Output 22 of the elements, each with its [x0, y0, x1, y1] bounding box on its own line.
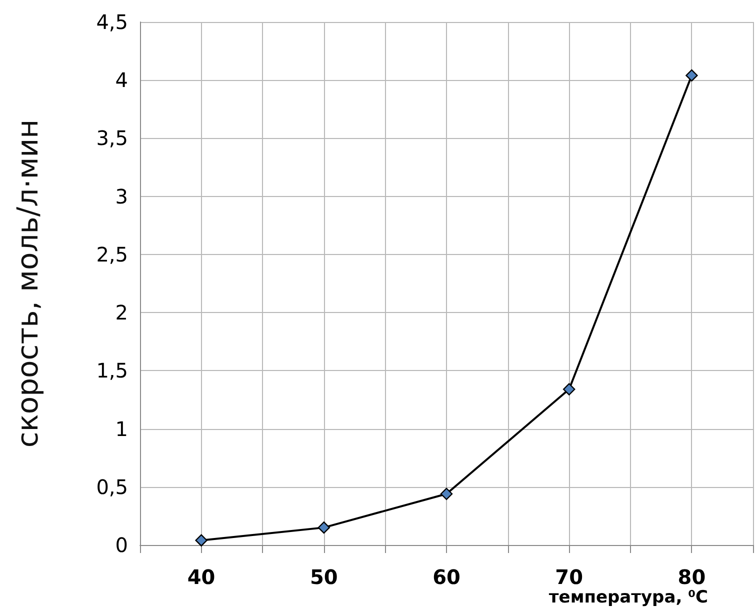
y-tick-label: 2: [115, 300, 128, 325]
y-tick-label: 3,5: [96, 126, 128, 150]
point: [563, 383, 576, 396]
y-tick-label: 1,5: [96, 358, 128, 383]
x-tick-label: 40: [187, 565, 216, 589]
y-axis-title: скорость, моль/л·мин: [10, 119, 44, 448]
y-tick-label: 4,5: [96, 10, 128, 34]
x-axis-title: температура, ⁰C: [548, 588, 708, 608]
y-tick-label: 2,5: [96, 242, 128, 266]
x-tick-label: 50: [310, 565, 338, 589]
x-tick-label: 80: [678, 565, 706, 589]
y-tick-label: 1: [115, 416, 128, 441]
x-tick-label: 70: [555, 565, 584, 589]
point: [318, 521, 330, 534]
point: [686, 69, 698, 82]
x-tick-label: 60: [432, 565, 460, 589]
y-tick-label: 4: [115, 68, 128, 92]
y-tick-label: 0: [115, 533, 128, 557]
y-tick-label: 0,5: [96, 474, 128, 499]
point: [440, 488, 453, 500]
y-tick-label: 3: [115, 184, 128, 208]
point: [195, 534, 208, 546]
